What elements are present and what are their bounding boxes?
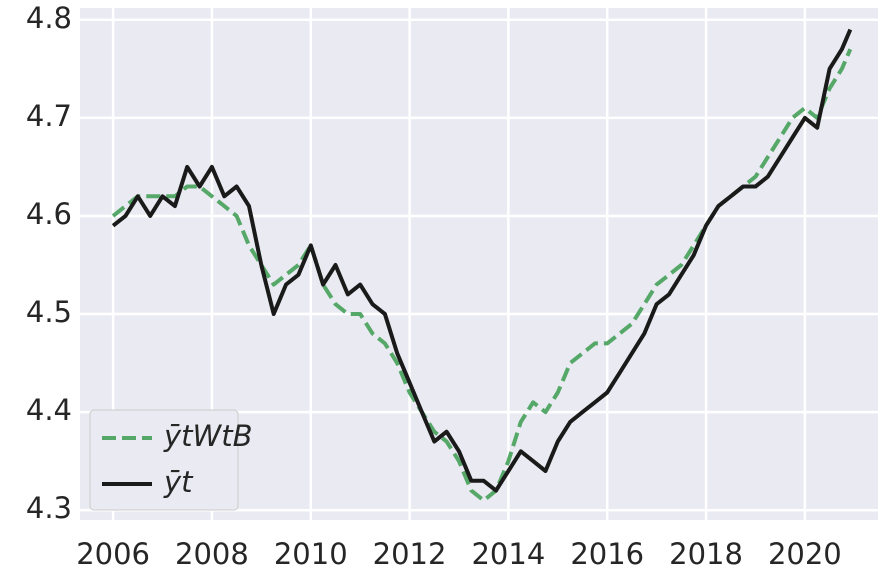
x-tick-label: 2014 [471,537,545,571]
series-line [111,48,853,503]
x-tick-label: 2018 [669,537,743,571]
legend-label: ȳtWtB [163,419,252,453]
legend-label: ȳt [163,465,194,499]
x-tick-label: 2008 [175,537,249,571]
y-tick-label: 4.8 [26,1,72,35]
x-tick-label: 2020 [768,537,842,571]
y-tick-label: 4.3 [26,491,72,525]
y-tick-label: 4.7 [26,99,72,133]
y-tick-label: 4.6 [26,197,72,231]
y-tick-label: 4.4 [26,393,72,427]
x-tick-label: 2006 [76,537,150,571]
series-line [111,28,853,493]
x-tick-label: 2010 [274,537,348,571]
x-tick-label: 2016 [570,537,644,571]
x-tick-label: 2012 [373,537,447,571]
y-tick-label: 4.5 [26,295,72,329]
